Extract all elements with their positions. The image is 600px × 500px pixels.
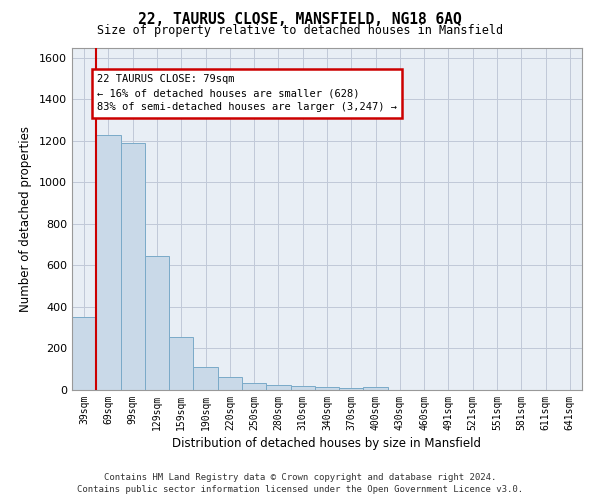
Bar (315, 387, 339, 390)
Bar (121, 143, 145, 390)
Bar (266, 385, 290, 390)
Text: Size of property relative to detached houses in Mansfield: Size of property relative to detached ho… (97, 24, 503, 37)
X-axis label: Distribution of detached houses by size in Mansfield: Distribution of detached houses by size … (173, 437, 482, 450)
Text: Contains HM Land Registry data © Crown copyright and database right 2024.
Contai: Contains HM Land Registry data © Crown c… (77, 472, 523, 494)
Bar (339, 388, 364, 390)
Bar (145, 256, 169, 390)
Bar (364, 387, 388, 390)
Text: 22 TAURUS CLOSE: 79sqm
← 16% of detached houses are smaller (628)
83% of semi-de: 22 TAURUS CLOSE: 79sqm ← 16% of detached… (97, 74, 397, 112)
Bar (72, 318, 96, 390)
Bar (96, 134, 121, 390)
Bar (242, 382, 266, 390)
Text: 22, TAURUS CLOSE, MANSFIELD, NG18 6AQ: 22, TAURUS CLOSE, MANSFIELD, NG18 6AQ (138, 12, 462, 28)
Bar (169, 337, 193, 390)
Y-axis label: Number of detached properties: Number of detached properties (19, 126, 32, 312)
Bar (193, 367, 218, 390)
Bar (290, 386, 315, 390)
Bar (218, 376, 242, 390)
